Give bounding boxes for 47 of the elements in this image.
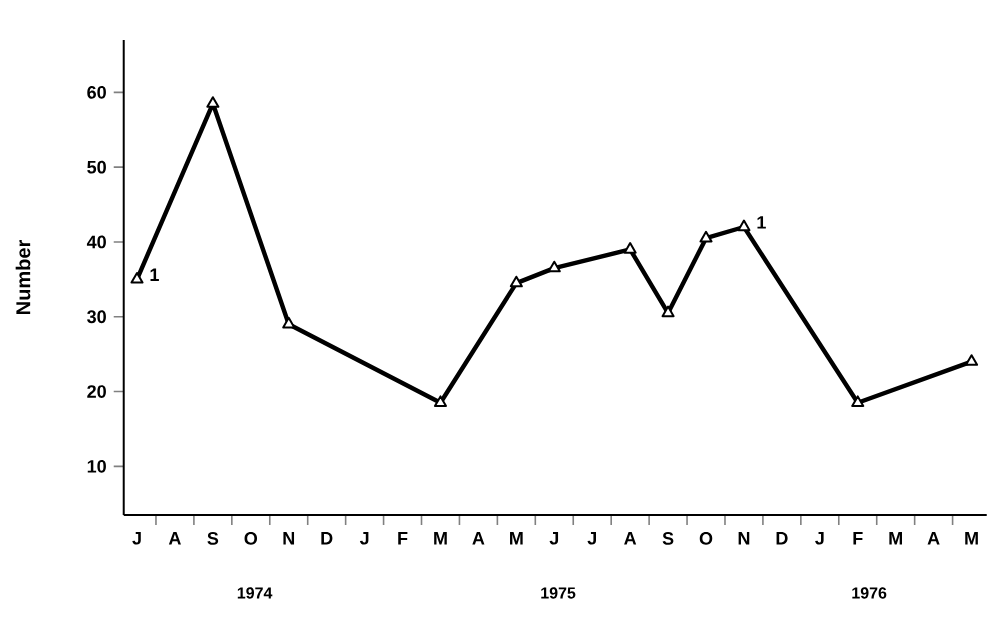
text: 1976 (852, 587, 887, 599)
y-tick-label: 60 (87, 85, 106, 99)
point (851, 395, 865, 407)
point (699, 230, 713, 243)
x-tick-label: J (587, 532, 596, 545)
x-tick-label: M (510, 532, 523, 545)
y-tick-label: 10 (87, 459, 106, 473)
point (661, 305, 675, 318)
text: 1975 (541, 587, 576, 599)
y-tick-label: 50 (87, 160, 106, 174)
x-tick-label: F (853, 532, 863, 545)
point (206, 96, 220, 108)
annotation: 1 (757, 216, 766, 229)
x-tick-label: D (321, 532, 333, 545)
x-tick-label: J (132, 532, 141, 545)
annotation: 1 (150, 268, 159, 281)
x-tick-label: A (927, 532, 940, 545)
x-tick-label: J (549, 532, 559, 545)
x-tick-label: A (472, 532, 485, 545)
x-tick-label: O (699, 532, 713, 545)
x-tick-label: A (168, 532, 181, 545)
x-tick-label: F (398, 532, 408, 545)
point (737, 219, 751, 232)
x-tick-label: M (434, 532, 447, 545)
x-tick-label: D (776, 532, 788, 545)
x-tick-label: N (283, 532, 295, 545)
point (623, 242, 637, 254)
point (547, 260, 561, 273)
point (433, 395, 448, 407)
y-tick-label: 30 (87, 310, 106, 324)
x-tick-label: O (244, 532, 258, 545)
x-tick-label: N (738, 532, 750, 545)
point (282, 316, 296, 329)
x-tick-label: M (965, 532, 978, 545)
point (509, 275, 523, 288)
x-tick-label: J (815, 532, 824, 545)
x-tick-label: M (889, 532, 902, 545)
text: 1974 (237, 587, 273, 599)
x-tick-label: S (207, 532, 219, 545)
point (130, 271, 144, 284)
x-tick-label: J (359, 532, 369, 545)
y-tick-label: 20 (87, 385, 106, 398)
x-tick-label: S (662, 532, 674, 545)
y-tick-label: 40 (86, 235, 106, 249)
x-tick-label: A (624, 532, 637, 545)
point (965, 354, 979, 366)
y-axis-title: Number (15, 240, 31, 314)
